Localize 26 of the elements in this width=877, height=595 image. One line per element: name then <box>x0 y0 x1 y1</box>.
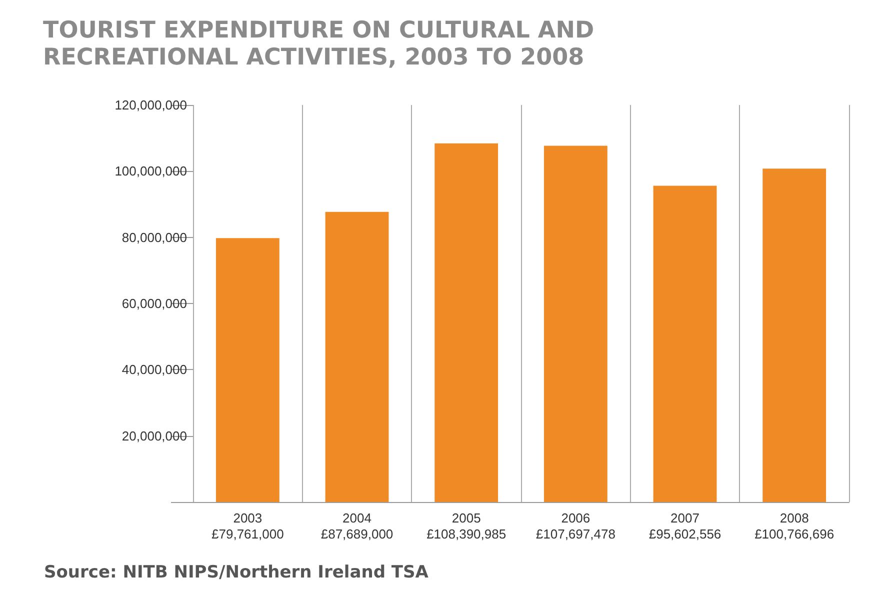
bar <box>762 168 826 502</box>
data-label: £100,766,696 <box>754 526 834 542</box>
data-label: £107,697,478 <box>536 526 616 542</box>
source-note: Source: NITB NIPS/Northern Ireland TSA <box>44 562 430 582</box>
bar <box>653 186 717 502</box>
data-label: £108,390,985 <box>426 526 506 542</box>
x-tick-label: 2004 <box>342 510 372 526</box>
x-tick-label: 2006 <box>561 510 590 526</box>
y-tick-label: 40,000,000 <box>122 362 187 378</box>
x-tick-label: 2008 <box>780 510 809 526</box>
bar <box>544 146 608 502</box>
y-tick-label: 120,000,000 <box>114 98 187 112</box>
x-tick-label: 2003 <box>233 510 262 526</box>
x-tick-label: 2007 <box>670 510 700 526</box>
x-tick-label: 2005 <box>452 510 481 526</box>
data-label: £95,602,556 <box>648 526 722 542</box>
y-tick-label: 100,000,000 <box>114 164 187 179</box>
chart-title: TOURIST EXPENDITURE ON CULTURAL AND RECREATIONAL ACTIVITIES, 2003 TO 2008 <box>43 18 602 70</box>
y-tick-label: 80,000,000 <box>122 230 187 245</box>
bar <box>434 143 498 502</box>
data-label: £87,689,000 <box>320 526 394 542</box>
bar <box>325 212 389 502</box>
y-tick-label: 20,000,000 <box>122 428 187 444</box>
bar <box>216 238 280 502</box>
y-tick-label: 60,000,000 <box>122 296 187 311</box>
data-label: £79,761,000 <box>212 526 284 542</box>
